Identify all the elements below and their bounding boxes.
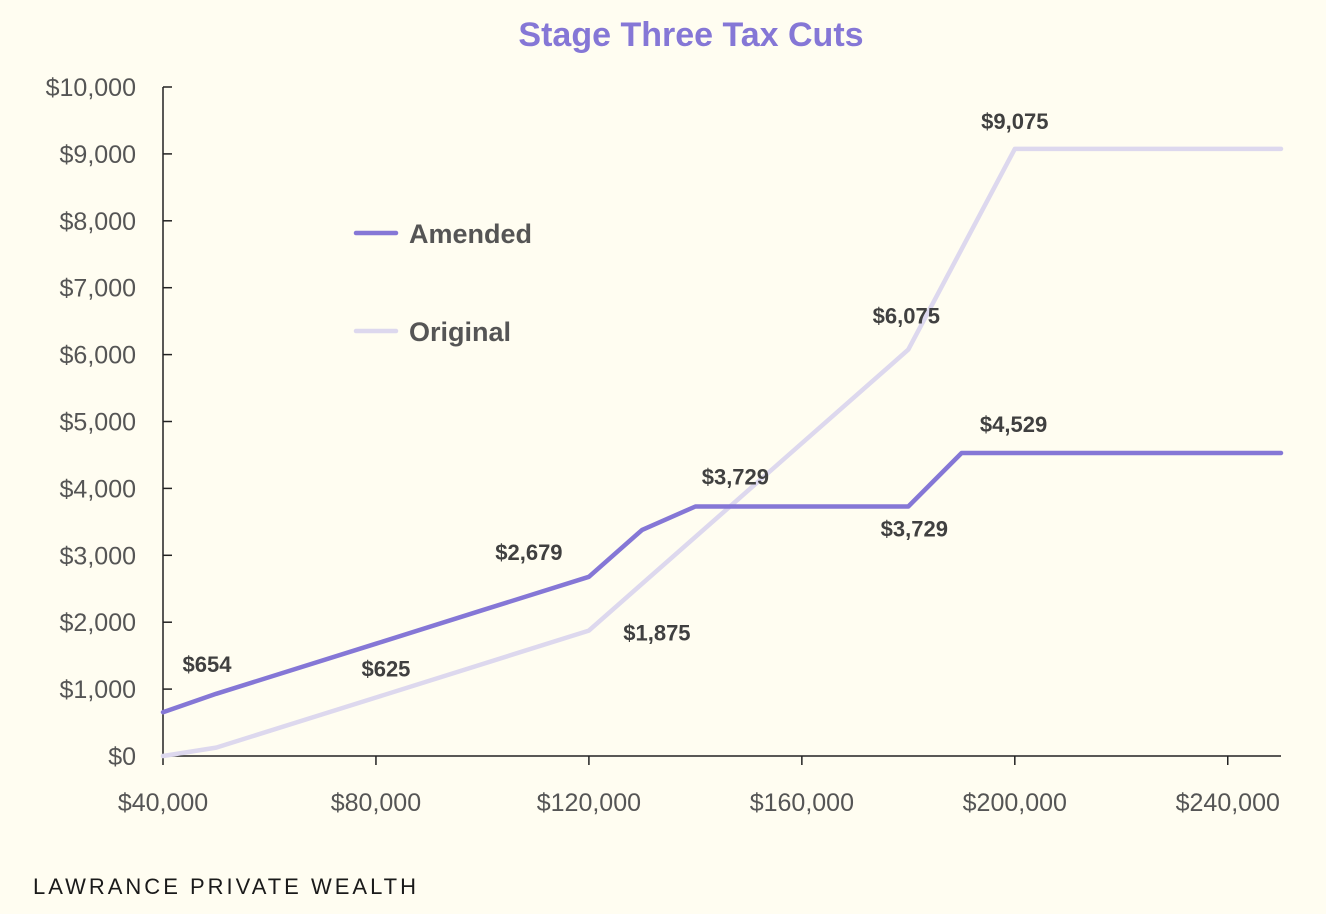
legend: Amended Original <box>353 219 532 347</box>
axes: $0 $1,000 $2,000 $3,000 $4,000 $5,000 $6,000 $7… <box>46 74 1281 817</box>
y-tick-label: $8,000 <box>60 208 136 236</box>
series-line-original <box>160 146 1284 759</box>
y-tick-label: $0 <box>108 743 136 771</box>
x-tick-label: $200,000 <box>963 789 1067 817</box>
x-tick-label: $160,000 <box>750 789 854 817</box>
series-layer <box>160 146 1284 759</box>
brand-footer: LAWRANCE PRIVATE WEALTH <box>33 874 420 899</box>
data-label: $6,075 <box>873 304 940 329</box>
y-tick-label: $10,000 <box>46 74 136 102</box>
chart-title: Stage Three Tax Cuts <box>518 16 863 54</box>
y-tick-label: $5,000 <box>60 409 136 437</box>
legend-label-original: Original <box>409 317 511 347</box>
data-label: $3,729 <box>881 517 948 542</box>
x-tick-label: $40,000 <box>118 789 208 817</box>
series-line-amended <box>160 450 1284 715</box>
y-tick-label: $3,000 <box>60 542 136 570</box>
y-tick-label: $7,000 <box>60 275 136 303</box>
data-label: $1,875 <box>623 621 690 646</box>
data-label: $3,729 <box>702 465 769 490</box>
x-tick-label: $240,000 <box>1176 789 1280 817</box>
legend-label-amended: Amended <box>409 219 532 249</box>
data-label: $625 <box>361 656 410 681</box>
y-tick-label: $9,000 <box>60 141 136 169</box>
data-label: $4,529 <box>980 412 1047 437</box>
y-tick-label: $4,000 <box>60 475 136 503</box>
line-chart: Stage Three Tax Cuts $0 $1,000 $2,000 $3,00… <box>46 16 1284 817</box>
y-tick-label: $2,000 <box>60 609 136 637</box>
x-tick-label: $80,000 <box>331 789 421 817</box>
y-tick-label: $1,000 <box>60 676 136 704</box>
data-label: $2,679 <box>495 540 562 565</box>
data-label: $654 <box>183 652 233 677</box>
data-labels: $654 $625 $2,679 $1,875 $3,729 $3,729 $6,075 $4… <box>183 109 1049 682</box>
data-label: $9,075 <box>981 109 1048 134</box>
y-tick-label: $6,000 <box>60 342 136 370</box>
x-tick-label: $120,000 <box>537 789 641 817</box>
